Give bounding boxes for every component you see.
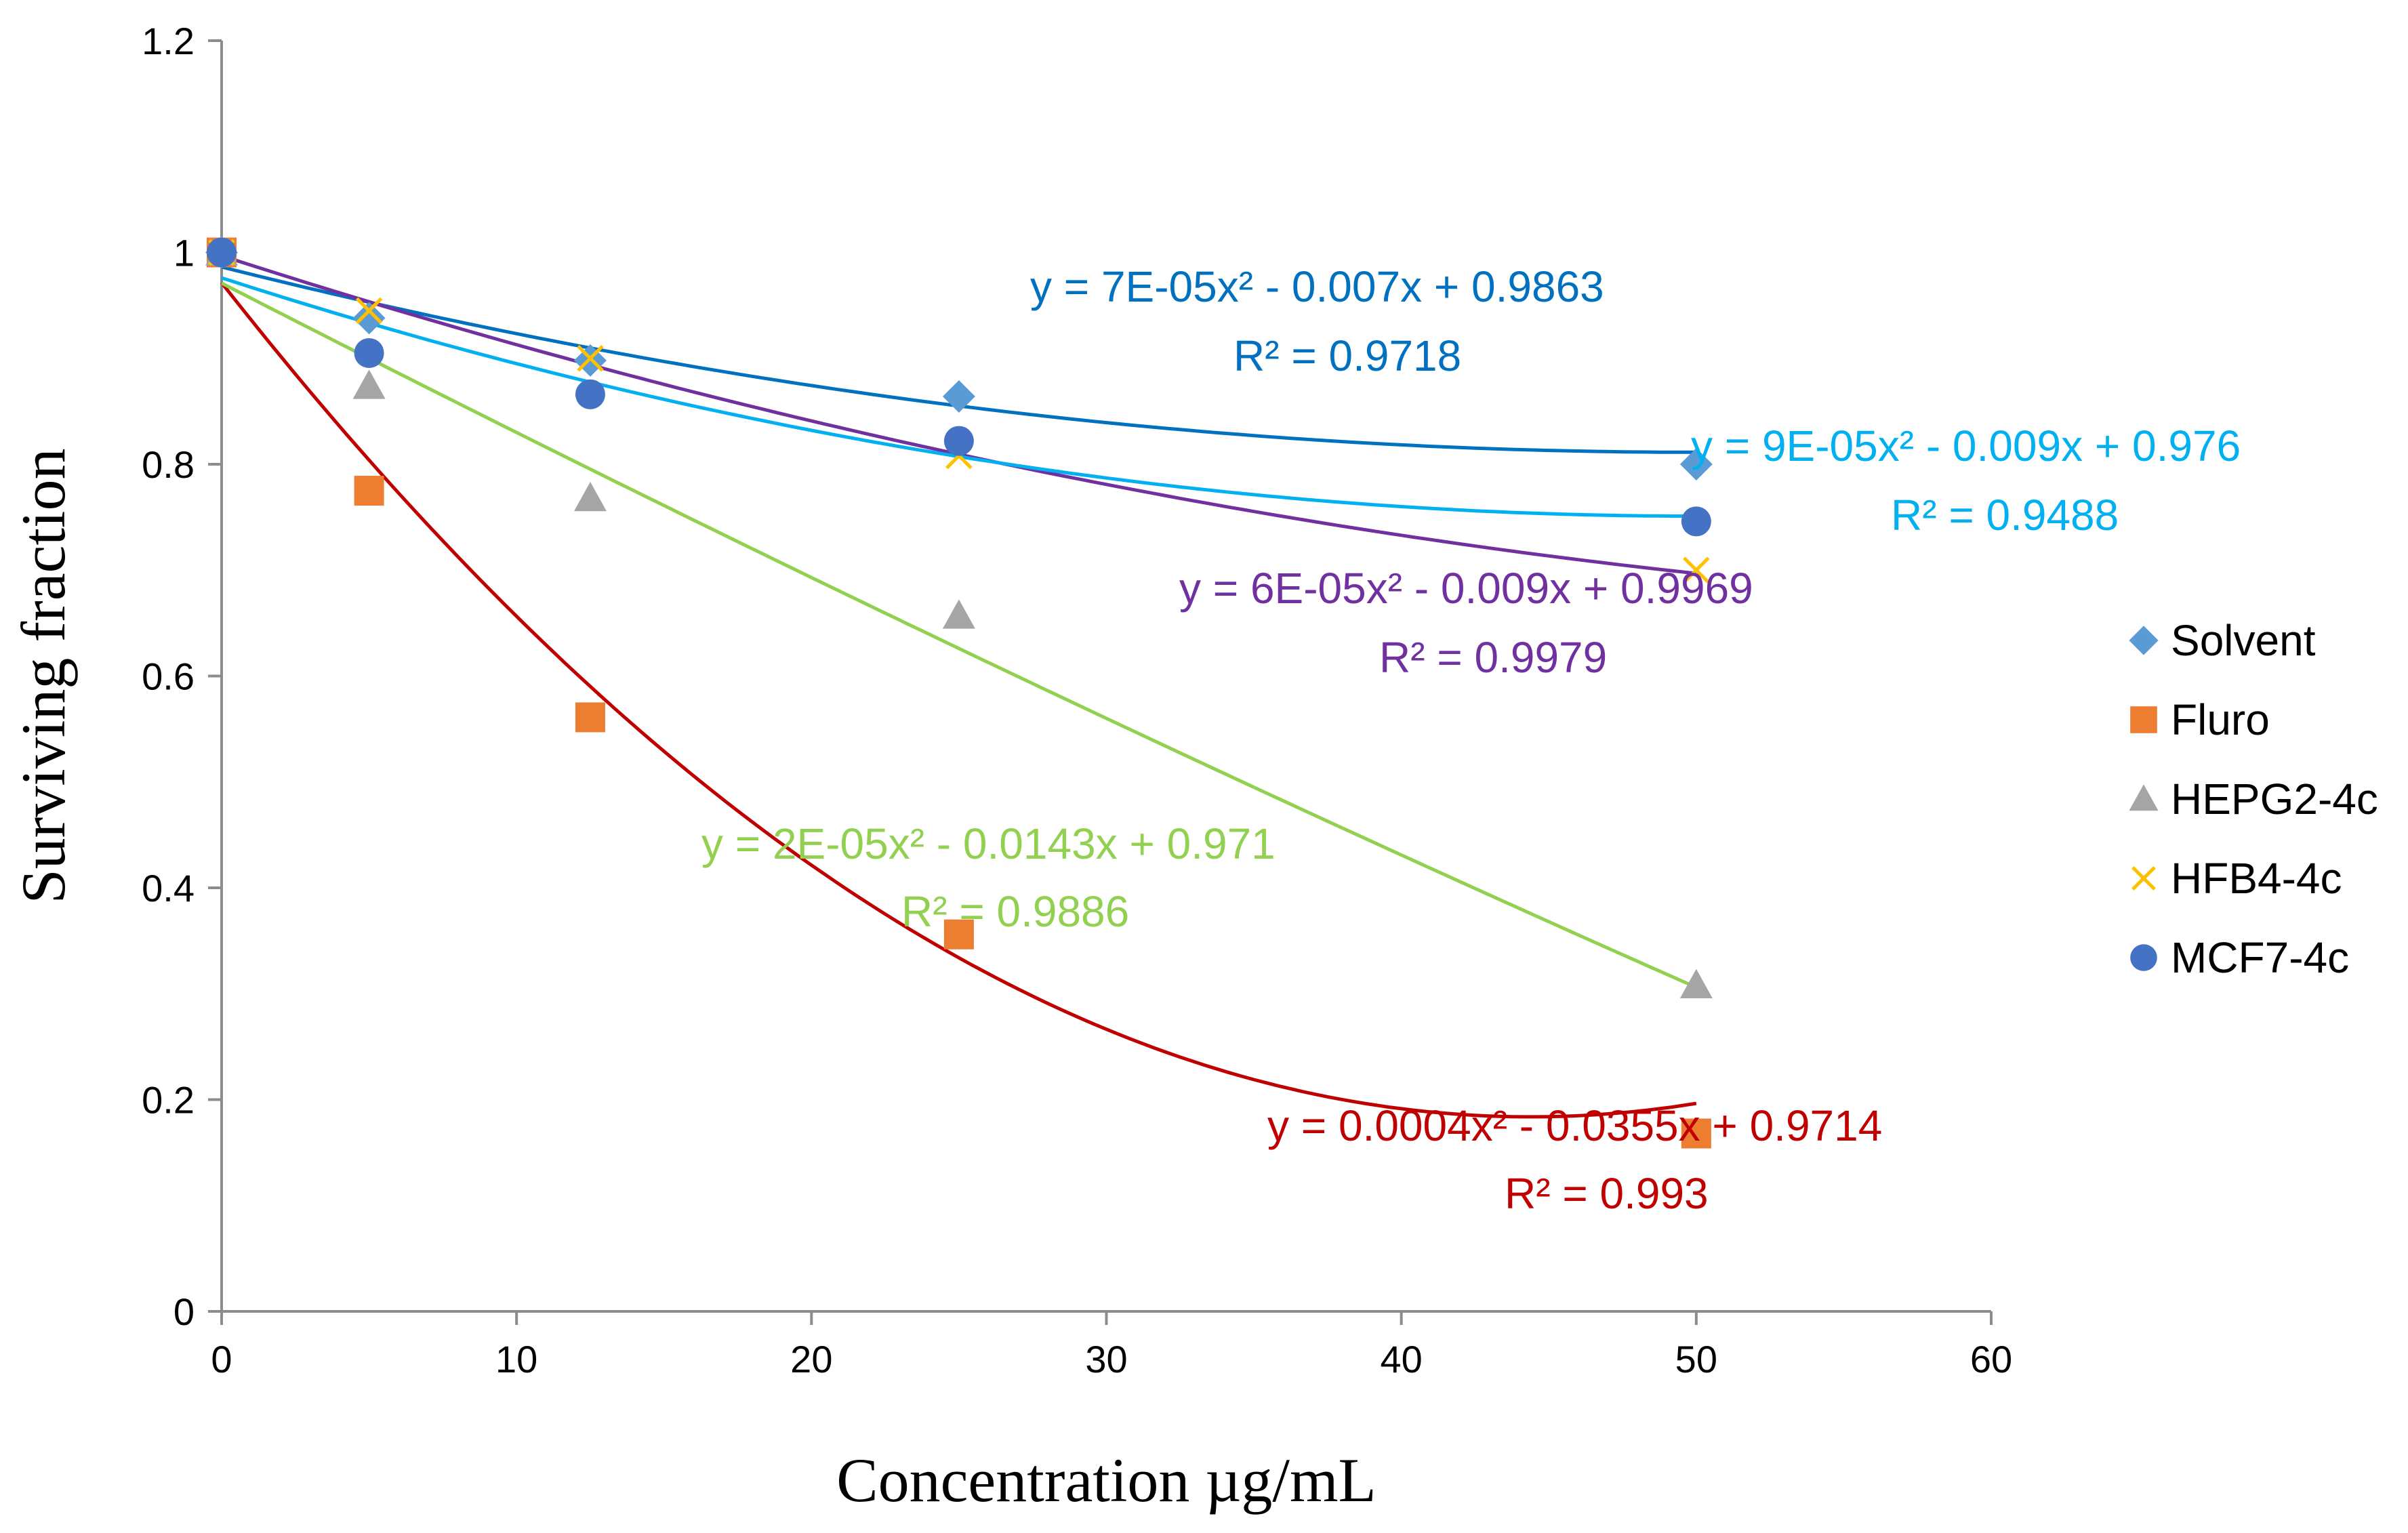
trendline-r-squared: R² = 0.9886 (901, 887, 1129, 936)
series-fluro (207, 237, 1711, 1149)
point-fluro (1681, 1118, 1711, 1149)
point-solvent (942, 380, 975, 413)
x-tick-label: 60 (1970, 1338, 2012, 1381)
legend-item-mcf7-4c: MCF7-4c (2130, 933, 2349, 982)
trendline-r-squared: R² = 0.9979 (1379, 633, 1607, 682)
point-mcf7-4c (943, 426, 974, 456)
y-tick-label: 0.8 (142, 443, 195, 486)
point-hfb4-4c (1683, 556, 1710, 584)
trendline-equation: y = 2E-05x² - 0.0143x + 0.971 (701, 819, 1276, 868)
y-axis-title: Surviving fraction (9, 449, 78, 904)
legend-item-hfb4-4c: HFB4-4c (2131, 854, 2342, 903)
point-mcf7-4c (1681, 506, 1711, 537)
legend: Solvent Fluro HEPG2-4c HFB4-4c MCF7-4c (2129, 616, 2378, 982)
legend-item-solvent: Solvent (2129, 616, 2316, 665)
legend-marker (2131, 866, 2156, 891)
series-mcf7-4c (207, 237, 1711, 537)
legend-label: MCF7-4c (2171, 933, 2349, 982)
axes: 0 0.2 0.4 0.6 0.8 1 1.2 0 10 20 30 40 50 60 Concentrat… (9, 20, 2012, 1515)
legend-item-fluro: Fluro (2130, 695, 2270, 744)
trendline-equations: y = 7E-05x² - 0.007x + 0.9863 R² = 0.9718… (701, 262, 2241, 1218)
point-solvent (1679, 448, 1713, 481)
point-hepg2-4c (352, 369, 386, 399)
x-tick-label: 20 (790, 1338, 832, 1381)
point-mcf7-4c (207, 237, 237, 268)
legend-label: HFB4-4c (2171, 854, 2342, 903)
x-tick-label: 50 (1675, 1338, 1717, 1381)
point-fluro (943, 919, 974, 949)
point-hepg2-4c (573, 482, 607, 512)
x-tick-label: 40 (1381, 1338, 1423, 1381)
legend-marker (2130, 706, 2157, 733)
point-solvent (352, 302, 386, 335)
trendline-equation: y = 9E-05x² - 0.009x + 0.976 (1691, 422, 2241, 470)
trendline-hepg2-4c-trend (220, 281, 1697, 989)
trendline-equation: y = 6E-05x² - 0.009x + 0.9969 (1179, 564, 1753, 613)
point-mcf7-4c (575, 379, 605, 409)
legend-label: Solvent (2171, 616, 2316, 665)
y-tick-label: 0 (174, 1290, 195, 1333)
legend-item-hepg2-4c: HEPG2-4c (2129, 775, 2378, 823)
point-mcf7-4c (354, 338, 384, 368)
trendline-r-squared: R² = 0.9718 (1233, 331, 1461, 380)
point-hfb4-4c (355, 297, 383, 325)
trendline-equation: y = 7E-05x² - 0.007x + 0.9863 (1030, 262, 1604, 311)
trendline-r-squared: R² = 0.9488 (1891, 491, 2119, 539)
data-points (205, 236, 1713, 1149)
y-tick-label: 0.4 (142, 867, 195, 909)
legend-marker (2129, 626, 2159, 655)
y-tick-label: 0.2 (142, 1079, 195, 1122)
series-hepg2-4c (205, 236, 1713, 998)
x-tick-label: 30 (1085, 1338, 1127, 1381)
x-axis-title: Concentration µg/mL (836, 1446, 1376, 1515)
legend-label: Fluro (2171, 695, 2270, 744)
trendline-fluro-trend (220, 281, 1697, 1119)
y-tick-label: 1.2 (142, 20, 195, 62)
legend-label: HEPG2-4c (2171, 775, 2378, 823)
point-fluro (354, 476, 384, 506)
point-fluro (575, 702, 605, 733)
trendline-r-squared: R² = 0.993 (1505, 1169, 1709, 1218)
point-hepg2-4c (942, 599, 975, 629)
trendline-equation: y = 0.0004x² - 0.0355x + 0.9714 (1267, 1101, 1882, 1150)
x-tick-label: 0 (211, 1338, 232, 1381)
legend-marker (2130, 944, 2157, 971)
point-hepg2-4c (1679, 968, 1713, 998)
y-tick-label: 0.6 (142, 655, 195, 698)
x-tick-label: 10 (495, 1338, 537, 1381)
legend-marker (2129, 784, 2159, 811)
point-hfb4-4c (577, 344, 604, 372)
y-tick-label: 1 (174, 232, 195, 274)
